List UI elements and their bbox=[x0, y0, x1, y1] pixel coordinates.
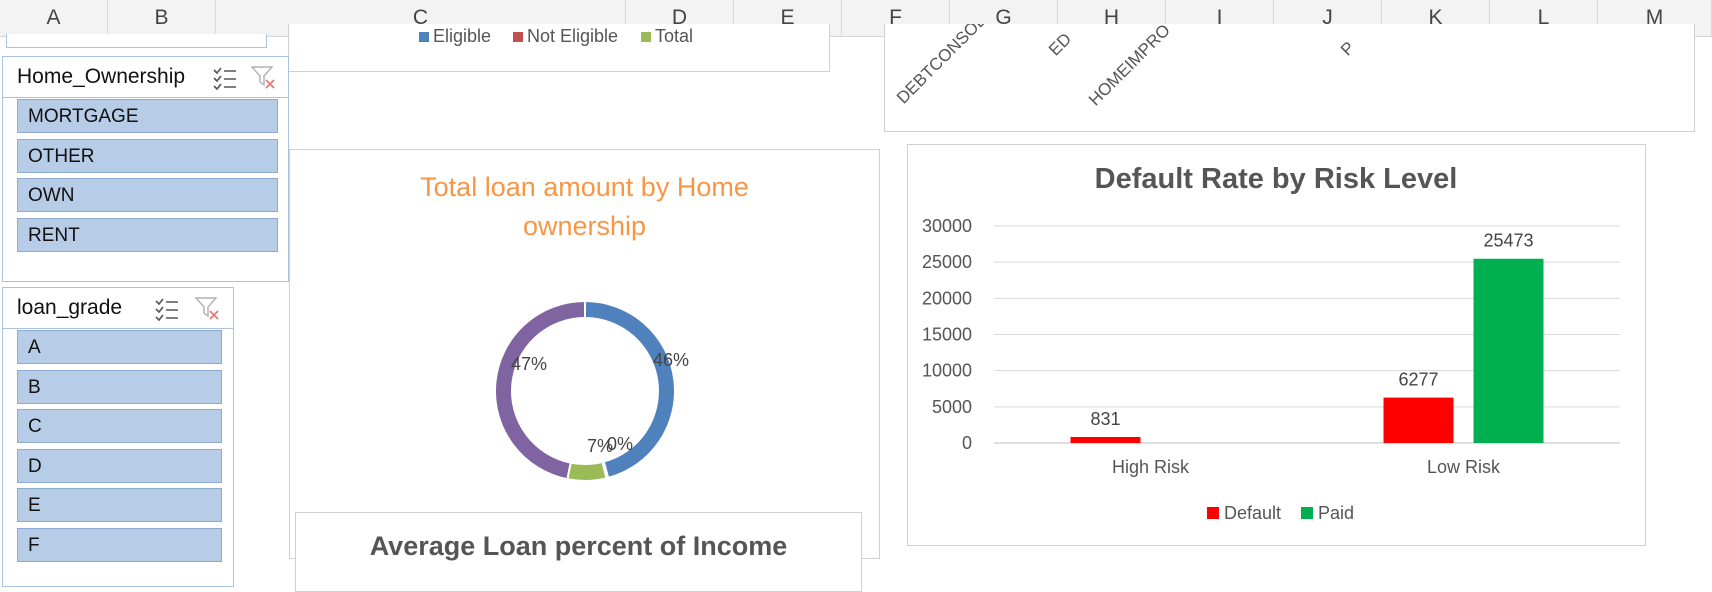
slicer-item-rent[interactable]: RENT bbox=[17, 218, 278, 252]
bar-data-label: 6277 bbox=[1398, 370, 1438, 390]
y-tick-label: 20000 bbox=[922, 288, 972, 308]
column-header-h[interactable]: H bbox=[1058, 0, 1166, 36]
home-ownership-donut-chart[interactable]: Total loan amount by Home ownership 46% 0… bbox=[289, 149, 880, 559]
column-header-b[interactable]: B bbox=[108, 0, 216, 36]
multi-select-icon[interactable] bbox=[211, 63, 239, 91]
column-header-l[interactable]: L bbox=[1490, 0, 1598, 36]
slicer-item-mortgage[interactable]: MORTGAGE bbox=[17, 99, 278, 133]
chart-title-line: Total loan amount by Home bbox=[420, 172, 749, 202]
multi-select-icon[interactable] bbox=[153, 294, 181, 322]
column-header-k[interactable]: K bbox=[1382, 0, 1490, 36]
donut-data-label: 7% bbox=[587, 436, 613, 456]
bar-default[interactable] bbox=[1383, 397, 1454, 443]
chart-title: Average Loan percent of Income bbox=[369, 531, 788, 561]
slicer-item-e[interactable]: E bbox=[17, 488, 222, 522]
loan-grade-slicer[interactable]: loan_grade A B C D E F bbox=[2, 287, 234, 587]
chart-title: Default Rate by Risk Level bbox=[1095, 163, 1458, 195]
eligibility-chart-fragment[interactable]: Eligible Not Eligible Total bbox=[288, 24, 830, 72]
chart-title: Total loan amount by Home ownership bbox=[290, 168, 879, 246]
column-header-d[interactable]: D bbox=[626, 0, 734, 36]
purpose-tick-label: HOMEIMPRO bbox=[1085, 24, 1174, 110]
legend-swatch bbox=[1207, 507, 1219, 519]
column-header-e[interactable]: E bbox=[734, 0, 842, 36]
legend-label-total: Total bbox=[655, 26, 694, 46]
slicer-header: Home_Ownership bbox=[3, 57, 288, 98]
slicer-header: loan_grade bbox=[3, 288, 233, 329]
x-category-label: High Risk bbox=[1112, 457, 1190, 477]
slicer-item-other[interactable]: OTHER bbox=[17, 139, 278, 173]
slicer-title: Home_Ownership bbox=[17, 65, 186, 88]
donut-slice[interactable] bbox=[566, 460, 608, 482]
donut-data-label: 47% bbox=[511, 354, 547, 374]
donut-data-label: 46% bbox=[653, 350, 689, 370]
loan-percent-income-chart[interactable]: Average Loan percent of Income bbox=[295, 512, 862, 592]
purpose-tick-label: P bbox=[1337, 37, 1359, 60]
column-header-a[interactable]: A bbox=[0, 0, 108, 36]
column-header-i[interactable]: I bbox=[1166, 0, 1274, 36]
y-tick-label: 25000 bbox=[922, 252, 972, 272]
slicer-item-f[interactable]: F bbox=[17, 528, 222, 562]
legend-swatch-total bbox=[641, 32, 651, 42]
bar-plot: Default Rate by Risk Level 30000 25000 2000… bbox=[922, 163, 1620, 523]
legend-label-not-eligible: Not Eligible bbox=[527, 26, 619, 46]
column-header-bar: A B C D E F G H I J K L M bbox=[0, 0, 1712, 37]
slicer-item-d[interactable]: D bbox=[17, 449, 222, 483]
column-header-g[interactable]: G bbox=[950, 0, 1058, 36]
bar-data-label: 831 bbox=[1090, 409, 1120, 429]
bar-paid[interactable] bbox=[1473, 258, 1544, 443]
loan-purpose-chart-fragment[interactable]: DEBTCONSOL ED HOMEIMPRO P bbox=[884, 24, 1695, 132]
legend-item-total: Total bbox=[641, 26, 693, 47]
y-tick-label: 0 bbox=[962, 433, 972, 453]
legend-item-not-eligible: Not Eligible bbox=[513, 26, 618, 47]
purpose-tick-label: DEBTCONSOL bbox=[893, 24, 990, 108]
legend-item-eligible: Eligible bbox=[419, 26, 491, 47]
legend-swatch bbox=[1301, 507, 1313, 519]
column-header-c[interactable]: C bbox=[216, 0, 626, 36]
slicer-title: loan_grade bbox=[17, 296, 123, 319]
column-header-f[interactable]: F bbox=[842, 0, 950, 36]
clear-filter-icon[interactable] bbox=[193, 294, 221, 322]
clear-filter-icon[interactable] bbox=[249, 63, 277, 91]
legend-label: Paid bbox=[1318, 503, 1354, 523]
purpose-tick-label: ED bbox=[1045, 29, 1076, 60]
slicer-item-own[interactable]: OWN bbox=[17, 178, 278, 212]
donut-data-label: 0% bbox=[607, 434, 633, 454]
slicer-item-c[interactable]: C bbox=[17, 409, 222, 443]
slicer-item-b[interactable]: B bbox=[17, 370, 222, 404]
y-tick-label: 30000 bbox=[922, 216, 972, 236]
default-rate-bar-chart[interactable]: Default Rate by Risk Level 30000 25000 2000… bbox=[907, 144, 1646, 546]
x-category-label: Low Risk bbox=[1427, 457, 1501, 477]
slicer-item-a[interactable]: A bbox=[17, 330, 222, 364]
bar-data-label: 25473 bbox=[1483, 231, 1533, 251]
y-tick-label: 15000 bbox=[922, 325, 972, 345]
home-ownership-slicer[interactable]: Home_Ownership MORTGAGE OTHER OWN RENT bbox=[2, 56, 289, 282]
donut-slice[interactable] bbox=[494, 299, 586, 481]
bar-default[interactable] bbox=[1070, 436, 1141, 443]
chart-title-line: ownership bbox=[522, 211, 647, 241]
legend-label-eligible: Eligible bbox=[433, 26, 492, 46]
donut-plot: 46% 0%7% 47% bbox=[494, 299, 689, 482]
legend-swatch-not-eligible bbox=[513, 32, 523, 42]
column-header-j[interactable]: J bbox=[1274, 0, 1382, 36]
legend-label: Default bbox=[1224, 503, 1281, 523]
y-tick-label: 5000 bbox=[932, 397, 972, 417]
y-tick-label: 10000 bbox=[922, 361, 972, 381]
legend-swatch-eligible bbox=[419, 32, 429, 42]
slicer-fragment-top[interactable] bbox=[6, 34, 267, 48]
